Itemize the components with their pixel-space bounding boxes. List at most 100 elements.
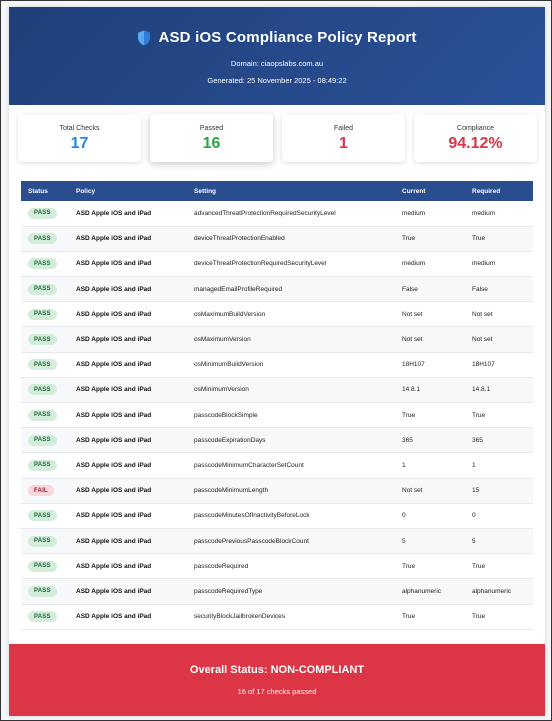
table-row: FAIL ASD Apple iOS and iPad passcodeMinimu… — [21, 478, 533, 504]
required-value-cell: 5 — [472, 537, 476, 545]
header-required[interactable]: Required — [472, 187, 501, 195]
setting-cell: osMaximumBuildVersion — [194, 310, 266, 318]
status-cell: PASS — [21, 503, 69, 528]
table-row: PASS ASD Apple iOS and iPad passcodeMinimu… — [21, 453, 533, 479]
setting-cell: passcodePreviousPasscodeBlockCount — [194, 537, 309, 545]
setting-cell: passcodeExpirationDays — [194, 436, 266, 444]
policy-cell: ASD Apple iOS and iPad — [76, 209, 152, 217]
table-row: PASS ASD Apple iOS and iPad managedEmailPr… — [21, 276, 533, 302]
current-value-cell: 5 — [402, 537, 406, 545]
current-value-cell: False — [402, 285, 418, 293]
required-value-cell: 1 — [472, 461, 476, 469]
header-setting[interactable]: Setting — [194, 187, 217, 195]
results-table: Status Policy Setting Current Required P… — [21, 181, 533, 630]
table-row: PASS ASD Apple iOS and iPad deviceThreatPr… — [21, 226, 533, 252]
domain-text: Domain: ciaopslabs.com.au — [230, 59, 324, 68]
status-badge: PASS — [28, 258, 57, 270]
status-cell: PASS — [21, 302, 69, 327]
status-badge: PASS — [28, 535, 57, 547]
status-cell: PASS — [21, 352, 69, 377]
table-row: PASS ASD Apple iOS and iPad osMaximumVersi… — [21, 326, 533, 353]
overall-status-banner: Overall Status: NON-COMPLIANT 16 of 17 c… — [9, 644, 545, 716]
report-container: ASD iOS Compliance Policy Report Domain:… — [9, 7, 545, 716]
required-value-cell: False — [472, 285, 488, 293]
policy-cell: ASD Apple iOS and iPad — [76, 613, 152, 621]
required-value-cell: Not set — [472, 336, 493, 344]
status-cell: PASS — [21, 377, 69, 402]
required-value-cell: medium — [472, 260, 496, 268]
required-value-cell: alphanumeric — [472, 587, 512, 595]
current-value-cell: True — [402, 613, 416, 621]
setting-cell: osMinimumBuildVersion — [194, 361, 264, 369]
setting-cell: deviceThreatProtectionRequiredSecurityLe… — [194, 260, 327, 268]
setting-cell: managedEmailProfileRequired — [194, 285, 283, 293]
status-cell: PASS — [21, 201, 69, 226]
table-row: PASS ASD Apple iOS and iPad passcodeBlockS… — [21, 403, 533, 428]
current-value-cell: alphanumeric — [402, 587, 442, 595]
status-cell: PASS — [21, 579, 69, 604]
status-badge: PASS — [28, 560, 57, 572]
status-badge: FAIL — [28, 485, 54, 497]
table-row: PASS ASD Apple iOS and iPad passcodeRequir… — [21, 578, 533, 604]
setting-cell: securityBlockJailbrokenDevices — [194, 613, 286, 621]
status-badge: PASS — [28, 283, 57, 295]
current-value-cell: Not set — [402, 487, 423, 495]
setting-cell: advancedThreatProtectionRequiredSecurity… — [194, 209, 336, 217]
table-row: PASS ASD Apple iOS and iPad passcodePrevio… — [21, 528, 533, 554]
policy-cell: ASD Apple iOS and iPad — [76, 285, 152, 293]
table-row: PASS ASD Apple iOS and iPad advancedThreat… — [21, 201, 533, 227]
setting-cell: passcodeMinimumLength — [194, 487, 269, 495]
status-badge: PASS — [28, 334, 57, 346]
setting-cell: osMinimumVersion — [194, 386, 249, 394]
passed-label: Passed — [199, 125, 224, 132]
total-checks-label: Total Checks — [59, 125, 100, 132]
table-row: PASS ASD Apple iOS and iPad securityBlockJ… — [21, 604, 533, 630]
table-row: PASS ASD Apple iOS and iPad passcodeMinute… — [21, 503, 533, 529]
setting-cell: passcodeMinimumCharacterSetCount — [194, 461, 304, 469]
required-value-cell: medium — [472, 209, 496, 217]
current-value-cell: medium — [402, 260, 426, 268]
header-current[interactable]: Current — [402, 187, 426, 195]
status-badge: PASS — [28, 384, 57, 396]
title-row: ASD iOS Compliance Policy Report — [9, 29, 545, 46]
status-badge: PASS — [28, 585, 57, 597]
total-checks-value: 17 — [70, 135, 89, 152]
header-policy[interactable]: Policy — [76, 187, 96, 195]
status-cell: PASS — [21, 528, 69, 553]
failed-value: 1 — [339, 135, 348, 152]
status-badge: PASS — [28, 359, 57, 371]
current-value-cell: True — [402, 411, 416, 419]
table-row: PASS ASD Apple iOS and iPad deviceThreatPr… — [21, 251, 533, 277]
setting-cell: passcodeRequiredType — [194, 587, 263, 595]
status-badge: PASS — [28, 459, 57, 471]
checks-passed-summary: 16 of 17 checks passed — [237, 687, 317, 696]
policy-cell: ASD Apple iOS and iPad — [76, 310, 152, 318]
required-value-cell: True — [472, 411, 486, 419]
table-row: PASS ASD Apple iOS and iPad passcodeRequir… — [21, 554, 533, 579]
header-status[interactable]: Status — [28, 187, 48, 195]
status-cell: PASS — [21, 428, 69, 453]
passed-value: 16 — [202, 135, 221, 152]
table-row: PASS ASD Apple iOS and iPad osMinimumVersi… — [21, 377, 533, 403]
current-value-cell: 14.8.1 — [402, 386, 421, 394]
status-badge: PASS — [28, 611, 57, 623]
table-row: PASS ASD Apple iOS and iPad passcodeExpira… — [21, 427, 533, 453]
status-cell: PASS — [21, 604, 69, 629]
current-value-cell: medium — [402, 209, 426, 217]
setting-cell: osMaximumVersion — [194, 336, 251, 344]
table-header-row: Status Policy Setting Current Required — [21, 181, 533, 201]
overall-status-text: Overall Status: NON-COMPLIANT — [189, 664, 365, 676]
results-table-container: Status Policy Setting Current Required P… — [21, 181, 533, 630]
policy-cell: ASD Apple iOS and iPad — [76, 361, 152, 369]
status-cell: PASS — [21, 226, 69, 251]
status-cell: PASS — [21, 251, 69, 276]
required-value-cell: 18H107 — [472, 361, 495, 369]
failed-card: Failed 1 — [282, 114, 405, 162]
status-badge: PASS — [28, 510, 57, 522]
current-value-cell: True — [402, 235, 416, 243]
required-value-cell: 365 — [472, 436, 483, 444]
required-value-cell: 15 — [472, 487, 480, 495]
status-badge: PASS — [28, 409, 57, 421]
setting-cell: passcodeBlockSimple — [194, 411, 258, 419]
required-value-cell: Not set — [472, 310, 493, 318]
